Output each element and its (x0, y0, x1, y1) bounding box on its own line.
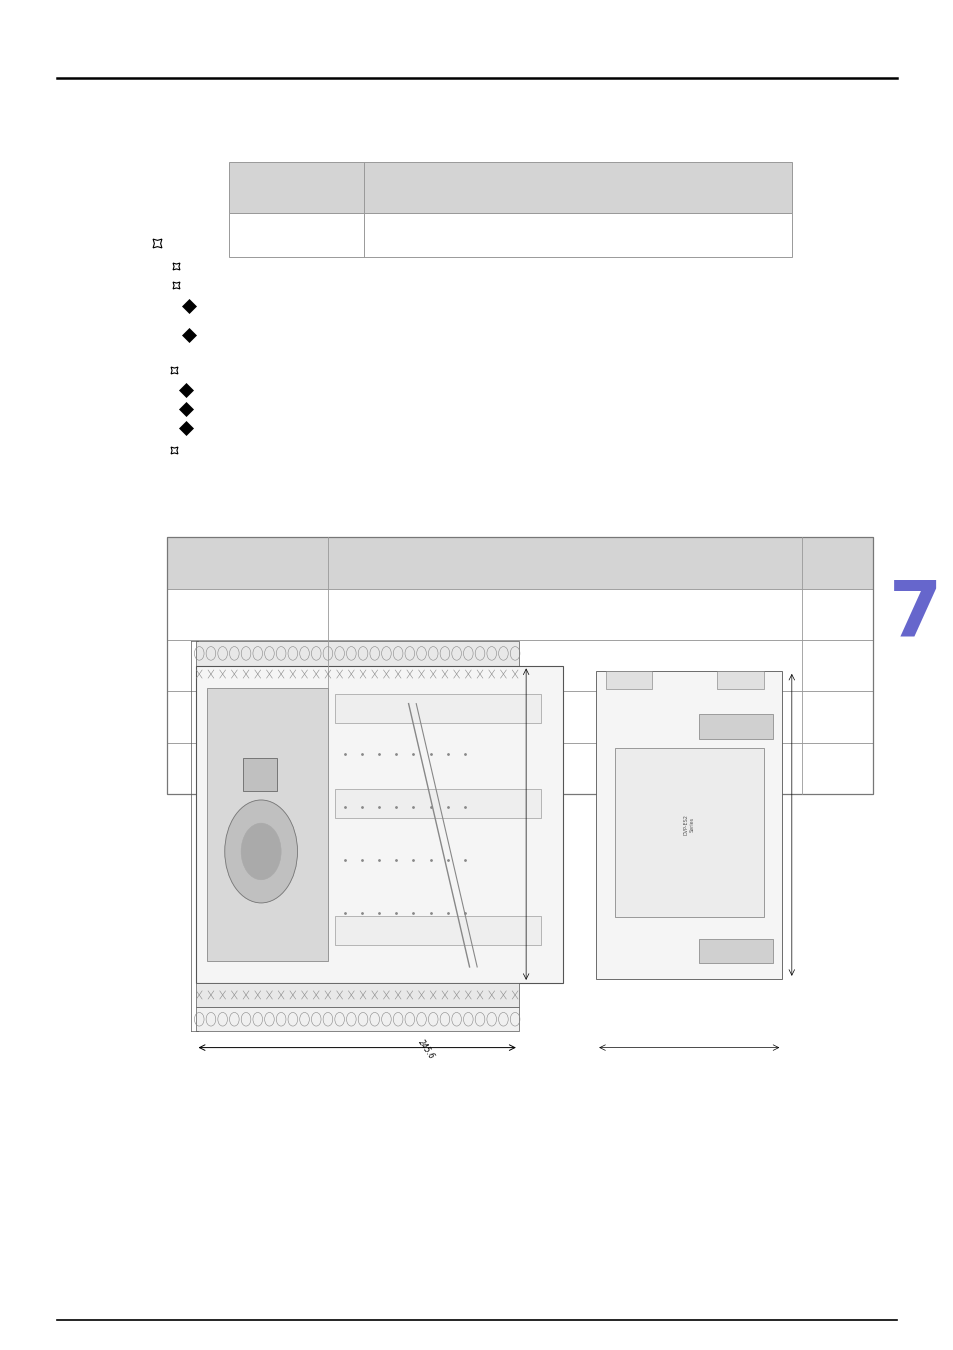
Bar (195, 641, 518, 666)
Bar (167, 589, 872, 640)
Bar (167, 691, 872, 743)
Bar (335, 917, 540, 945)
Bar (698, 938, 772, 964)
Bar (698, 714, 772, 738)
Bar (596, 671, 781, 979)
Bar (195, 666, 518, 683)
Bar (167, 537, 872, 794)
Bar (605, 671, 651, 690)
Bar (243, 757, 276, 791)
Bar (717, 671, 762, 690)
Text: DVP-ES2
Series: DVP-ES2 Series (683, 814, 694, 836)
Bar (195, 666, 562, 983)
Text: 7: 7 (888, 578, 942, 651)
Bar (207, 687, 328, 961)
Bar (195, 1007, 518, 1031)
Bar (335, 694, 540, 722)
Text: 245.6: 245.6 (416, 1038, 436, 1061)
Bar (167, 640, 872, 691)
Bar (167, 537, 872, 589)
Bar (195, 983, 518, 1007)
Bar (167, 743, 872, 794)
Bar (614, 748, 762, 917)
Bar (335, 790, 540, 818)
Bar (229, 162, 791, 213)
Bar (229, 213, 791, 256)
Circle shape (241, 824, 281, 880)
Circle shape (225, 801, 297, 903)
